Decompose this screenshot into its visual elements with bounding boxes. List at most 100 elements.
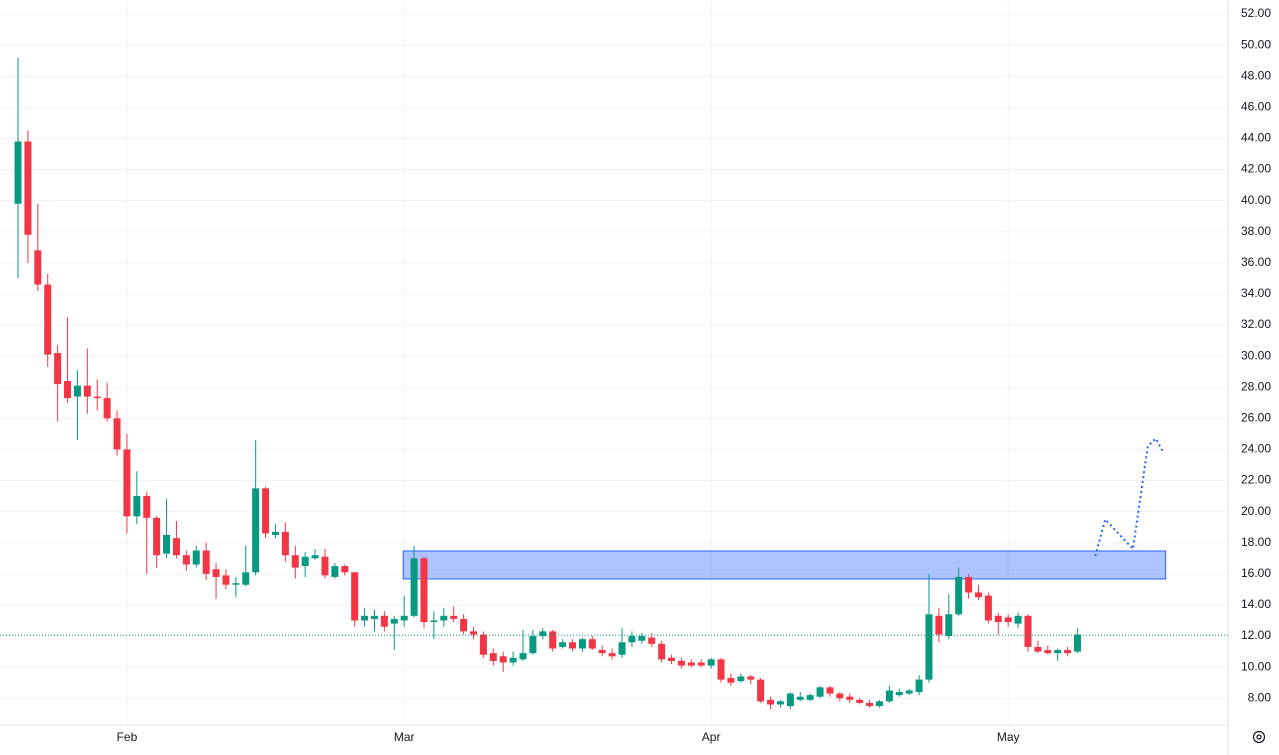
candle-body [796, 696, 804, 700]
candle-body [539, 631, 547, 637]
y-tick-label: 38.00 [1241, 224, 1271, 238]
candle-body [628, 636, 636, 643]
candle-body [1034, 646, 1042, 652]
candle-body [984, 595, 992, 621]
candle-body [569, 642, 577, 649]
y-tick-label: 24.00 [1241, 442, 1271, 456]
candle-body [767, 699, 775, 705]
candle-body [262, 488, 270, 534]
candle-body [875, 701, 883, 707]
candle-body [806, 695, 814, 700]
candle-body [232, 583, 240, 585]
candle-body [93, 396, 101, 399]
candle-body [895, 692, 903, 696]
candle-body [202, 550, 210, 574]
y-tick-label: 18.00 [1241, 535, 1271, 549]
candle-body [925, 614, 933, 680]
candle-body [311, 555, 319, 559]
projection-path [1094, 436, 1164, 557]
candle-body [103, 398, 111, 419]
settings-icon[interactable] [1252, 730, 1266, 744]
candle-body [727, 678, 735, 683]
candle-body [499, 656, 507, 663]
y-tick-label: 10.00 [1241, 659, 1271, 673]
candle-body [410, 558, 418, 616]
candle-body [658, 643, 666, 660]
candle-body [113, 418, 121, 450]
candle-body [866, 702, 874, 707]
y-tick-label: 14.00 [1241, 597, 1271, 611]
y-tick-label: 36.00 [1241, 255, 1271, 269]
candle-body [737, 676, 745, 682]
candle-body [301, 556, 309, 567]
y-tick-label: 32.00 [1241, 317, 1271, 331]
candle-body [776, 701, 784, 705]
y-tick-label: 42.00 [1241, 162, 1271, 176]
candle-body [994, 615, 1002, 623]
candle-body [469, 631, 477, 635]
candle-body [509, 657, 517, 663]
candle-body [400, 615, 408, 621]
y-tick-label: 48.00 [1241, 68, 1271, 82]
zone-box [402, 550, 1167, 580]
candle-body [786, 693, 794, 707]
candle-body [14, 141, 22, 204]
y-tick-label: 40.00 [1241, 193, 1271, 207]
candle-body [885, 690, 893, 702]
candle-body [1024, 615, 1032, 647]
candle-body [1064, 650, 1072, 654]
candle-body [361, 615, 369, 621]
candle-body [1004, 617, 1012, 623]
candle-body [687, 662, 695, 666]
candle-body [172, 538, 180, 556]
candle-body [321, 556, 329, 576]
candle-body [192, 550, 200, 565]
candle-body [163, 534, 171, 554]
candle-body [955, 576, 963, 615]
candle-body [271, 531, 279, 535]
candle-body [668, 657, 676, 661]
candle-body [123, 449, 131, 517]
candle-body [212, 569, 220, 577]
candle-body [816, 687, 824, 697]
y-tick-label: 26.00 [1241, 411, 1271, 425]
candle-body [836, 693, 844, 699]
candle-body [757, 679, 765, 702]
y-tick-label: 12.00 [1241, 628, 1271, 642]
candle-body [331, 566, 339, 577]
candle-body [143, 496, 151, 518]
candle-body [578, 639, 586, 649]
candle-body [182, 555, 190, 565]
y-tick-label: 34.00 [1241, 286, 1271, 300]
candle-body [549, 631, 557, 649]
y-tick-label: 22.00 [1241, 473, 1271, 487]
candle-body [380, 615, 388, 627]
candle-body [281, 531, 289, 556]
x-tick-label: Apr [702, 730, 721, 744]
candle-body [618, 642, 626, 655]
candle-body [677, 660, 685, 666]
candle-body [1044, 650, 1052, 654]
candle-body [905, 690, 913, 694]
y-tick-label: 28.00 [1241, 379, 1271, 393]
candle-body [588, 639, 596, 649]
y-tick-label: 30.00 [1241, 348, 1271, 362]
candle-body [697, 662, 705, 666]
candle-body [390, 618, 398, 624]
candle-body [846, 696, 854, 700]
y-tick-label: 20.00 [1241, 504, 1271, 518]
candle-body [252, 488, 260, 573]
candle-body [559, 642, 567, 647]
candle-body [856, 699, 864, 703]
candle-body [598, 650, 606, 654]
y-tick-label: 46.00 [1241, 99, 1271, 113]
y-tick-label: 52.00 [1241, 6, 1271, 20]
candle-body [450, 615, 458, 619]
candle-body [747, 676, 755, 680]
candle-body [707, 659, 715, 666]
candle-body [915, 679, 923, 693]
candle-body [648, 637, 656, 644]
candle-body [489, 653, 497, 661]
candle-body [1073, 634, 1081, 652]
